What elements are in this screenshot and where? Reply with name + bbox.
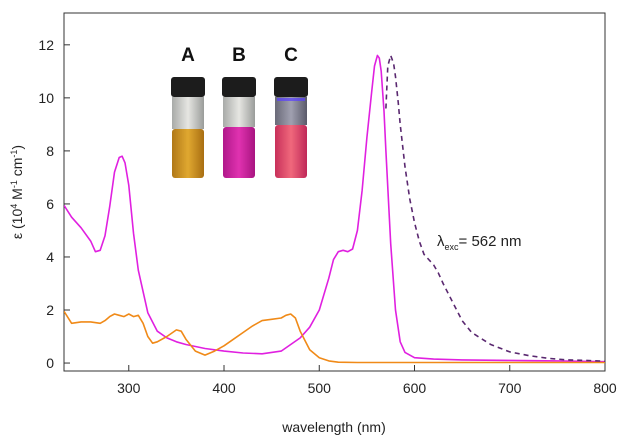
x-tick-label: 800 [593,380,617,396]
vial-c [274,77,308,178]
vial-a [171,77,205,178]
vial-a-glass [172,97,204,129]
vial-b-liquid [223,127,255,178]
y-tick-label: 4 [46,249,54,265]
vial-a-cap [171,77,205,97]
vial-a-liquid [172,129,204,178]
plot-frame [63,12,606,372]
vial-b-cap [222,77,256,97]
y-tick-label: 8 [46,143,54,159]
y-tick-label: 12 [38,37,54,53]
series-group [64,54,605,364]
vial-c-glow [277,98,305,101]
annotation-subscript: exc [445,242,460,252]
x-tick-label: 700 [498,380,522,396]
y-tick-label: 0 [46,355,54,371]
vial-c-cap [274,77,308,97]
x-tick-label: 300 [117,380,141,396]
y-tick-label: 10 [38,90,54,106]
vial-label-a: A [181,45,195,66]
x-tick-label: 400 [212,380,236,396]
x-tick-label: 600 [403,380,427,396]
y-axis-title: ε (104 M-1 cm-1) [9,145,25,239]
axis-ticks: 300 400 500 600 700 800 0 2 4 6 8 10 12 [38,37,616,396]
vial-photo: A B C [171,45,308,178]
x-axis-title: wavelength (nm) [281,419,386,435]
emission-dashed-line [385,54,605,362]
y-tick-label: 6 [46,196,54,212]
x-tick-label: 500 [308,380,332,396]
orange-absorbance-line [64,310,605,364]
vial-label-b: B [232,45,246,66]
annotation-symbol: λ [437,233,445,250]
excitation-annotation: λexc= 562 nm [437,233,521,252]
y-tick-label: 2 [46,302,54,318]
magenta-absorbance-line [64,54,605,363]
vial-c-liquid [275,125,307,178]
vial-label-c: C [284,45,298,66]
vial-b [222,77,256,178]
vial-b-glass [223,97,255,127]
annotation-text: = 562 nm [459,233,522,250]
vial-c-glass [275,97,307,125]
